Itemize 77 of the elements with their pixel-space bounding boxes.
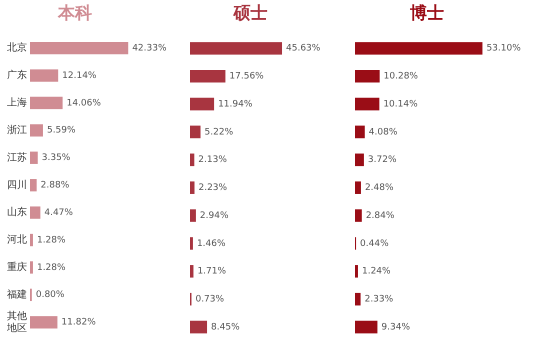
y-tick-label: 重庆 [7,261,27,274]
data-label: 4.08% [368,127,398,138]
y-tick-label: 浙江 [7,124,27,136]
y-tick-label: 河北 [7,234,27,246]
data-label: 0.44% [360,238,390,249]
bar [30,261,33,274]
data-label: 1.28% [36,262,66,273]
bar [190,209,196,222]
bar [30,234,33,246]
data-label: 5.59% [46,126,76,136]
data-label: 1.46% [196,238,226,249]
data-label: 11.82% [61,318,96,328]
data-label: 1.24% [362,266,392,277]
bar [355,265,358,278]
y-tick-label: 北京 [7,42,27,54]
bar [30,96,63,110]
data-label: 2.13% [198,155,228,166]
bar [355,98,380,110]
data-label: 2.84% [366,210,395,221]
data-label: 1.71% [197,266,226,277]
chart-title: 博士 [409,4,444,24]
bar [355,70,380,82]
bar [190,42,282,55]
data-label: 10.14% [383,99,418,110]
bar [355,292,361,306]
bar [190,181,194,194]
bar [190,237,193,250]
bar [355,42,482,55]
bar [355,181,361,194]
data-label: 2.23% [198,183,228,194]
data-label: 53.10% [486,44,522,54]
data-label: 11.94% [218,99,253,110]
data-label: 2.33% [364,294,394,305]
data-label: 4.47% [44,208,74,218]
data-label: 2.88% [40,180,70,191]
data-label: 2.94% [200,210,229,221]
data-label: 9.34% [381,322,410,332]
data-label: 12.14% [62,70,97,81]
data-label: 1.28% [36,235,66,246]
bar [30,152,38,164]
data-label: 3.35% [42,153,71,164]
bar [30,179,37,192]
data-label: 0.80% [36,290,65,300]
chart-title: 硕士 [232,4,268,24]
y-tick-label: 广东 [7,69,27,82]
y-tick-label: 江苏 [7,151,27,164]
bar [190,126,201,138]
bar [355,126,365,138]
bar [190,70,226,82]
bar [355,154,364,166]
bar [355,209,362,222]
data-label: 42.33% [132,43,167,54]
data-label: 0.73% [195,294,225,305]
y-tick-label: 四川 [7,178,27,191]
data-label: 10.28% [384,72,418,82]
bar [190,98,214,110]
bar [30,206,40,219]
bar [30,69,58,82]
y-tick-label: 福建 [7,288,27,300]
data-label: 45.63% [286,44,321,54]
bar [30,124,43,137]
bar [190,154,194,166]
y-tick-label: 上海 [7,96,27,109]
bar [30,316,58,328]
data-label: 17.56% [229,72,264,82]
bar [30,42,128,54]
bar [355,320,378,334]
y-tick-label: 其他地区 [6,310,27,334]
data-label: 2.48% [364,183,394,194]
chart-title: 本科 [57,4,92,24]
y-tick-label: 山东 [7,206,27,218]
data-label: 14.06% [66,98,102,108]
bar [190,320,208,334]
bar [190,265,194,278]
data-label: 5.22% [204,127,234,138]
data-label: 3.72% [368,155,397,166]
data-label: 8.45% [211,322,240,332]
